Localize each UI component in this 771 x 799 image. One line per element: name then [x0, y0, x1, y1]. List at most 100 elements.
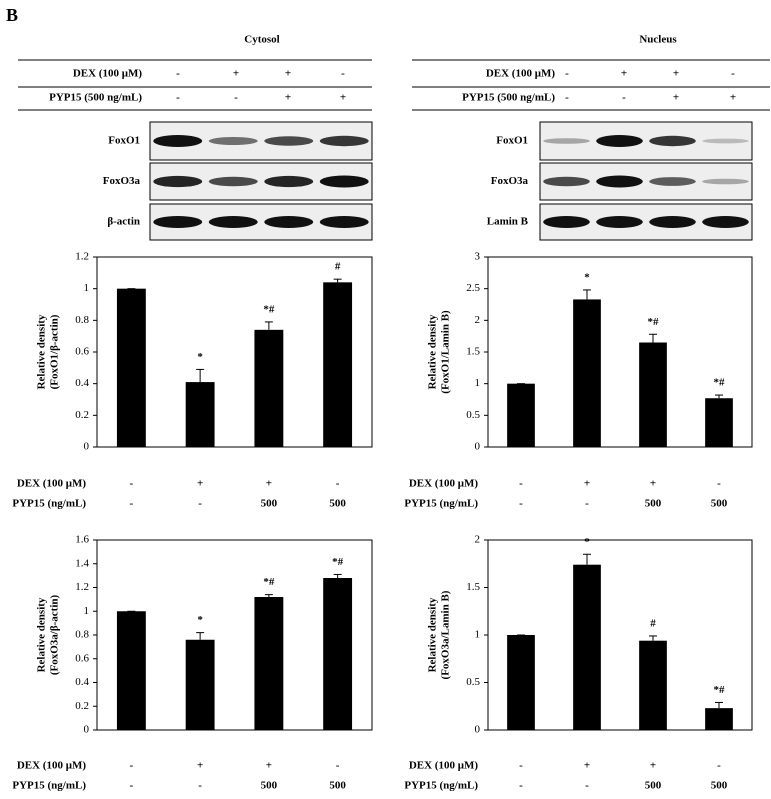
significance-label: # [335, 261, 341, 273]
bar [254, 597, 284, 730]
treatment-sign: - [622, 92, 626, 104]
treatment-label: DEX (100 μM) [17, 760, 87, 772]
blot-box [539, 121, 753, 161]
y-tick-label: 1.4 [75, 557, 89, 569]
treatment-value: - [198, 780, 202, 792]
treatment-value: + [266, 760, 272, 772]
y-tick-label: 1 [475, 629, 481, 641]
bar [573, 564, 601, 730]
treatment-value: - [130, 780, 134, 792]
y-tick-label: 2 [475, 314, 481, 326]
treatment-value: - [130, 478, 134, 490]
y-tick-label: 2.5 [466, 282, 480, 294]
treatment-sign: + [621, 68, 627, 80]
treatment-sign: + [285, 92, 291, 104]
panel-title: Nucleus [639, 34, 677, 46]
blot-band [264, 216, 314, 228]
significance-label: *# [332, 556, 344, 568]
y-tick-label: 0.4 [75, 676, 89, 688]
y-tick-label: 0.8 [75, 314, 89, 326]
treatment-sign: + [673, 68, 679, 80]
blot-band [596, 135, 643, 147]
y-tick-label: 1.5 [466, 581, 480, 593]
treatment-value: + [650, 478, 656, 490]
treatment-value: - [336, 760, 340, 772]
treatment-sign: + [233, 68, 239, 80]
treatment-value: + [584, 478, 590, 490]
bar [254, 329, 284, 447]
bar [323, 282, 353, 447]
y-axis-title: Relative density [36, 597, 48, 672]
treatment-sign: - [565, 68, 569, 80]
y-tick-label: 0 [84, 441, 90, 453]
blot-band [702, 216, 749, 228]
blot-band [702, 178, 749, 185]
blot-band [264, 175, 314, 188]
blot-label: β-actin [107, 216, 140, 228]
significance-label: * [197, 351, 203, 363]
treatment-value: 500 [329, 780, 346, 792]
y-axis-title: Relative density [427, 314, 439, 389]
treatment-value: 500 [645, 498, 662, 510]
blot-band [543, 176, 590, 187]
treatment-value: + [266, 478, 272, 490]
y-tick-label: 1.6 [75, 534, 89, 546]
bar [639, 640, 667, 730]
panel-label: B [6, 5, 18, 25]
treatment-value: - [585, 498, 589, 510]
treatment-value: 500 [329, 498, 346, 510]
blot-band [208, 176, 258, 187]
treatment-value: + [650, 760, 656, 772]
bar [639, 342, 667, 447]
treatment-sign: - [565, 92, 569, 104]
significance-label: *# [714, 377, 726, 389]
blot-label: FoxO1 [496, 135, 528, 147]
treatment-label: PYP15 (ng/mL) [12, 498, 86, 510]
blot-band [543, 216, 590, 228]
treatment-value: - [519, 780, 523, 792]
blot-band [596, 175, 643, 188]
treatment-label: DEX (100 μM) [17, 478, 87, 490]
treatment-sign: - [176, 92, 180, 104]
treatment-value: - [717, 760, 721, 772]
treatment-sign: - [341, 68, 345, 80]
y-axis-title: (FoxO3a/Lamin B) [440, 590, 452, 679]
y-axis-title: Relative density [36, 314, 48, 389]
treatment-sign: - [731, 68, 735, 80]
treatment-value: - [519, 498, 523, 510]
treatment-value: + [584, 760, 590, 772]
treatment-value: - [519, 760, 523, 772]
treatment-value: - [130, 760, 134, 772]
y-tick-label: 0 [84, 724, 90, 736]
bar [705, 398, 733, 447]
blot-band [596, 216, 643, 228]
treatment-value: - [198, 498, 202, 510]
treatment-label: PYP15 (ng/mL) [12, 780, 86, 792]
bar [185, 382, 215, 447]
blot-band [208, 216, 258, 228]
blot-band [649, 216, 696, 228]
y-tick-label: 1 [84, 605, 90, 617]
blot-band [208, 137, 258, 145]
blot-band [319, 175, 369, 188]
treatment-sign: - [234, 92, 238, 104]
y-tick-label: 2 [475, 534, 481, 546]
treatment-label: PYP15 (500 ng/mL) [49, 92, 142, 104]
treatment-value: 500 [645, 780, 662, 792]
bar [116, 611, 146, 730]
blot-label: FoxO3a [103, 175, 141, 187]
y-tick-label: 0.6 [75, 346, 89, 358]
treatment-label: DEX (100 μM) [486, 68, 556, 80]
y-tick-label: 0.8 [75, 629, 89, 641]
bar [573, 299, 601, 447]
treatment-value: + [197, 478, 203, 490]
blot-band [153, 135, 203, 147]
treatment-label: PYP15 (ng/mL) [404, 498, 478, 510]
bar [705, 708, 733, 730]
bar [185, 639, 215, 730]
significance-label: *# [714, 684, 726, 696]
significance-label: * [584, 271, 590, 283]
blot-band [264, 136, 314, 146]
blot-label: FoxO1 [108, 135, 140, 147]
blot-band [649, 177, 696, 186]
